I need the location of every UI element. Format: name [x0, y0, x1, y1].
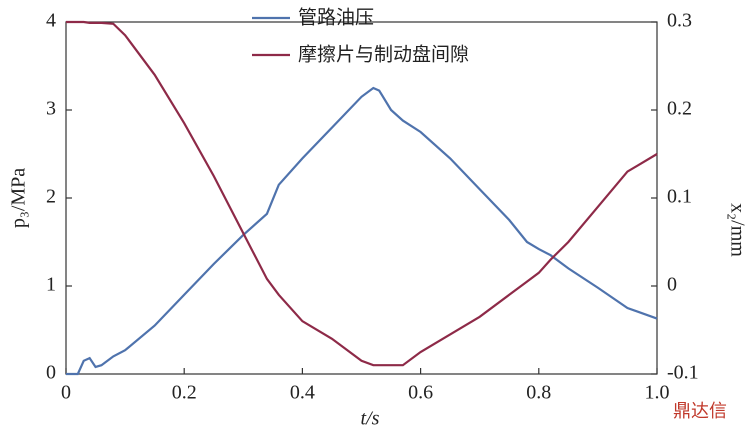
- y2-axis-label: x₂/mm: [726, 203, 748, 257]
- y-tick-label: 4: [46, 10, 56, 32]
- legend-label: 摩擦片与制动盘间隙: [298, 44, 469, 66]
- x-tick-label: 0.4: [290, 382, 315, 404]
- series-line: [66, 20, 658, 367]
- y-tick-label: 2: [46, 186, 56, 208]
- y-tick-label: 1: [46, 274, 56, 296]
- y2-tick-label: 0.3: [667, 10, 692, 32]
- series-line: [66, 86, 658, 376]
- x-axis-label: t/s: [361, 408, 380, 430]
- y2-tick-label: 0.2: [667, 98, 692, 120]
- x-tick-label: 0.6: [408, 382, 433, 404]
- x-tick-label: 0.2: [172, 382, 197, 404]
- y2-tick-label: 0: [667, 274, 677, 296]
- watermark: 鼎达信: [673, 401, 727, 422]
- y2-tick-label: 0.1: [667, 186, 692, 208]
- x-tick-label: 1.0: [645, 382, 670, 404]
- x-tick-label: 0: [61, 382, 71, 404]
- y-tick-label: 3: [46, 98, 56, 120]
- y2-tick-label: -0.1: [667, 362, 699, 384]
- legend-label: 管路油压: [298, 7, 374, 29]
- y-tick-label: 0: [46, 362, 56, 384]
- y-axis-label: p₃/MPa: [8, 168, 30, 228]
- x-tick-label: 0.8: [526, 382, 551, 404]
